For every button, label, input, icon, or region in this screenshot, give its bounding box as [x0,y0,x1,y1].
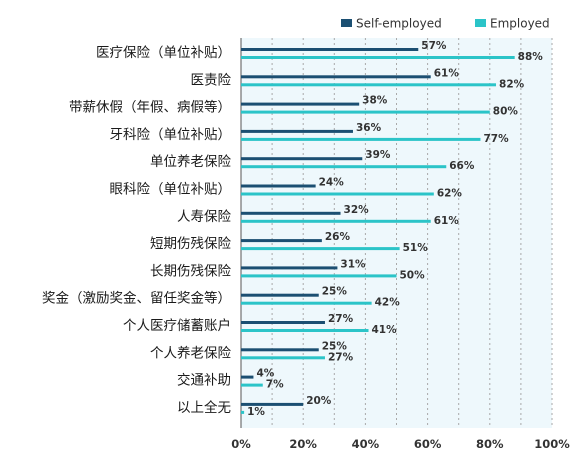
value-label-self-employed: 25% [322,340,348,352]
value-label-employed: 51% [403,242,429,254]
bar-employed [241,137,481,141]
category-label: 个人养老保险 [150,345,231,361]
category-label: 人寿保险 [177,208,231,225]
category-label: 奖金（激励奖金、留任奖金等） [42,290,231,307]
bar-employed [241,247,400,251]
category-label: 个人医疗储蓄账户 [123,317,231,334]
value-label-employed: 27% [328,351,354,363]
legend-label-employed: Employed [490,17,550,31]
value-label-employed: 42% [375,297,401,309]
bar-self-employed [241,211,341,215]
value-label-self-employed: 32% [344,204,370,216]
value-label-employed: 41% [372,324,398,336]
value-label-self-employed: 4% [256,368,274,380]
category-label: 医疗保险（单位补贴） [96,45,231,61]
bar-employed [241,301,372,305]
bar-self-employed [241,102,360,106]
bar-employed [241,329,369,332]
x-tick-label: 60% [414,437,442,451]
bar-self-employed [241,266,338,270]
category-label: 带薪休假（年假、病假等） [69,99,231,116]
bar-self-employed [241,239,322,243]
bar-self-employed [241,375,254,379]
value-label-self-employed: 39% [365,149,391,161]
category-label: 医责险 [191,72,232,88]
value-label-employed: 80% [493,106,519,118]
bar-self-employed [241,321,325,324]
bar-self-employed [241,293,319,297]
category-label: 以上全无 [177,399,231,416]
value-label-employed: 88% [518,51,544,63]
bar-employed [241,383,263,387]
value-label-self-employed: 25% [322,286,348,298]
value-label-self-employed: 24% [319,177,345,189]
bar-employed [241,356,325,360]
x-tick-label: 20% [289,437,317,451]
value-label-employed: 82% [499,78,525,90]
value-label-self-employed: 27% [328,313,354,325]
value-label-self-employed: 26% [325,231,351,243]
value-label-self-employed: 61% [434,67,460,79]
legend-swatch-employed [475,19,486,27]
value-label-employed: 1% [247,406,265,418]
value-label-self-employed: 57% [421,40,447,52]
x-tick-label: 40% [352,437,380,451]
category-label: 短期伤残保险 [150,236,231,252]
bar-self-employed [241,402,304,406]
bar-self-employed [241,184,316,188]
bar-employed [241,274,397,278]
category-label: 牙科险（单位补贴） [110,127,232,143]
value-label-employed: 7% [266,379,284,391]
value-label-employed: 62% [437,188,463,200]
value-label-employed: 61% [434,215,460,227]
value-label-employed: 77% [483,133,509,145]
legend-swatch-self-employed [341,19,352,27]
bar-employed [241,56,515,59]
bar-self-employed [241,75,431,79]
bar-employed [241,192,434,196]
bar-employed [241,219,431,223]
value-label-self-employed: 31% [340,258,366,270]
value-label-self-employed: 36% [356,122,382,134]
bar-employed [241,410,245,414]
value-label-self-employed: 20% [306,395,332,407]
value-label-employed: 66% [449,160,475,172]
value-label-self-employed: 38% [362,95,388,107]
x-tick-label: 0% [231,437,251,451]
category-label: 单位养老保险 [150,154,231,170]
bar-self-employed [241,48,419,51]
bar-employed [241,165,447,169]
bar-employed [241,83,497,87]
legend-label-self-employed: Self-employed [356,17,442,31]
category-label: 眼科险（单位补贴） [110,182,232,198]
x-tick-label: 80% [476,437,504,451]
bar-self-employed [241,348,319,352]
bar-self-employed [241,157,363,161]
bar-self-employed [241,129,353,133]
category-label: 交通补助 [177,372,231,389]
bar-employed [241,110,490,114]
x-tick-label: 100% [534,437,570,451]
value-label-employed: 50% [400,269,426,281]
category-label: 长期伤残保险 [150,263,231,279]
